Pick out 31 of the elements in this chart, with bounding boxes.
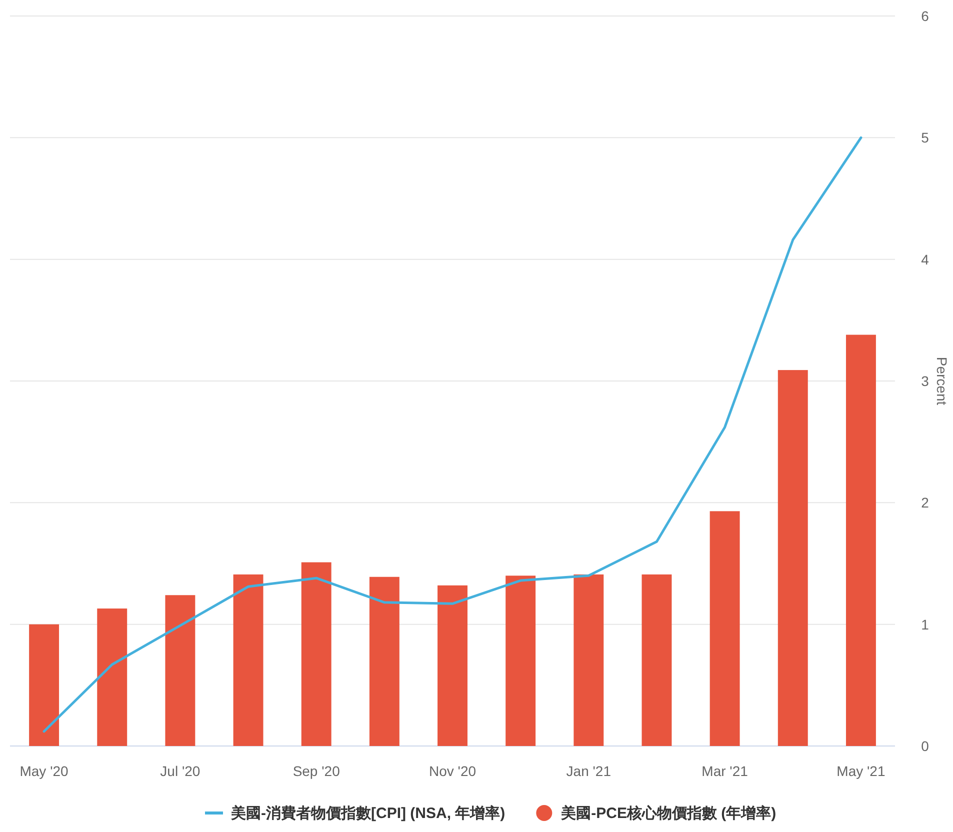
bar xyxy=(574,574,604,746)
x-tick-label: Jan '21 xyxy=(566,763,612,779)
line-series xyxy=(42,136,862,733)
y-axis-title: Percent xyxy=(934,356,950,406)
legend-label: 美國-消費者物價指數[CPI] (NSA, 年增率) xyxy=(230,804,506,822)
bar xyxy=(778,370,808,746)
bar xyxy=(710,511,740,746)
x-tick-label: Mar '21 xyxy=(702,763,748,779)
x-tick-label: Nov '20 xyxy=(428,763,476,779)
y-tick-label: 3 xyxy=(921,373,930,389)
bar xyxy=(369,576,400,746)
y-tick-label: 1 xyxy=(921,616,930,632)
x-tick-label: Jul '20 xyxy=(160,763,200,779)
bar xyxy=(233,574,264,746)
bar xyxy=(506,576,536,746)
y-tick-label: 4 xyxy=(921,251,930,268)
y-tick-label: 5 xyxy=(921,130,930,146)
bar xyxy=(642,574,672,746)
y-tick-label: 2 xyxy=(921,494,930,511)
bar xyxy=(97,608,128,746)
legend-label: 美國-PCE核心物價指數 (年增率) xyxy=(560,804,776,822)
y-tick-label: 0 xyxy=(921,738,930,754)
bar xyxy=(301,562,332,746)
x-tick-label: May '20 xyxy=(20,763,69,779)
bar xyxy=(846,334,876,746)
bar xyxy=(29,624,60,746)
x-tick-label: Sep '20 xyxy=(292,763,340,779)
x-tick-label: May '21 xyxy=(836,763,886,779)
bar xyxy=(165,595,196,746)
y-tick-label: 6 xyxy=(921,8,930,24)
bar xyxy=(438,585,468,746)
